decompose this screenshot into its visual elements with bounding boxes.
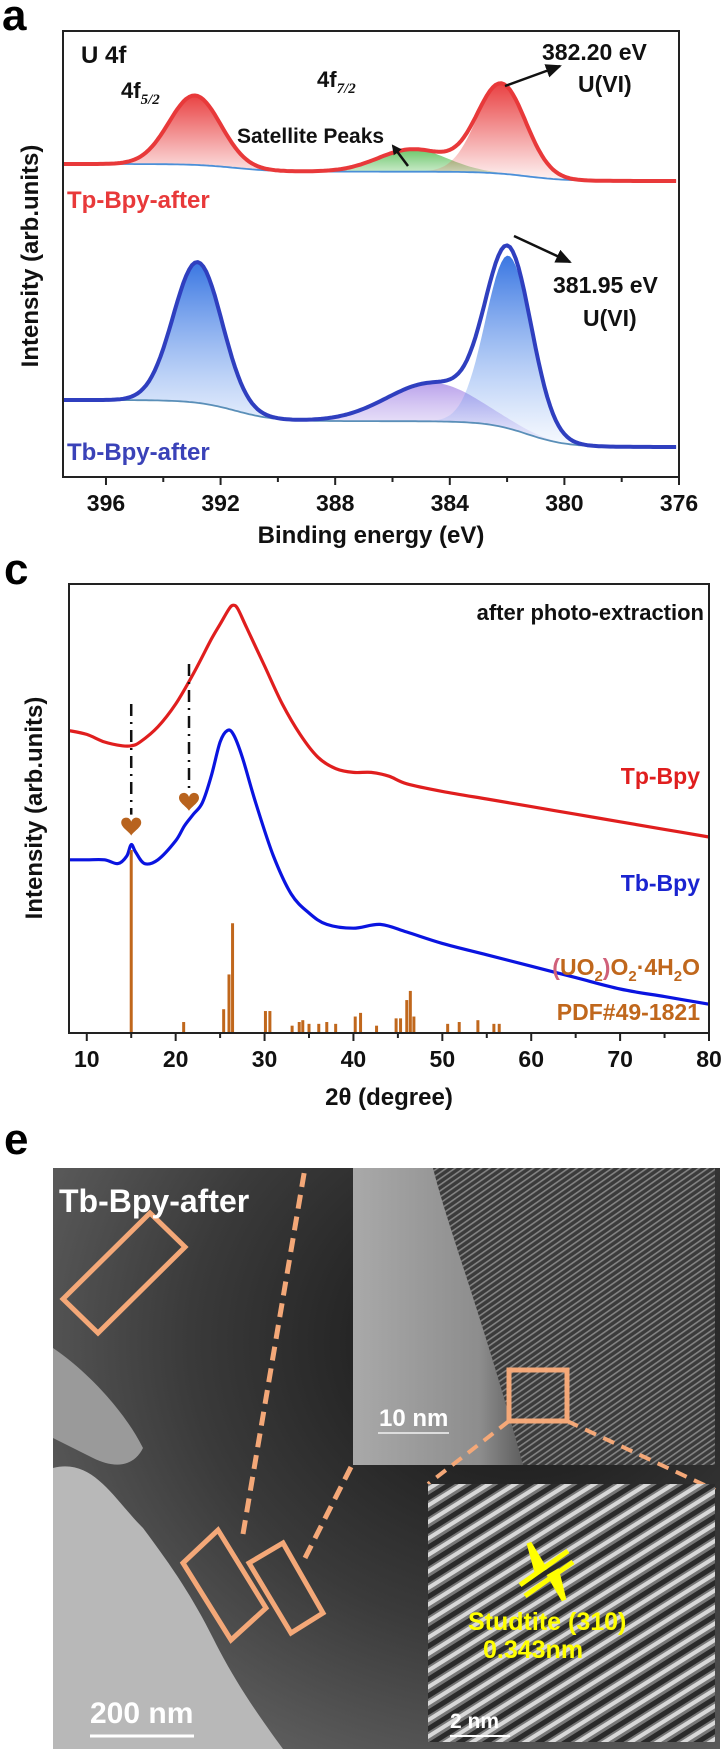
x-tick-label: 20 (163, 1046, 189, 1072)
inset-guide-lines (426, 1419, 716, 1492)
x-axis-title: 2θ (degree) (325, 1084, 453, 1111)
hrtem-selected-region (506, 1367, 570, 1424)
series-label-tb-bpy-after: Tb-Bpy-after (67, 439, 210, 466)
plot-frame (68, 583, 710, 1034)
heart-marker-icon (121, 817, 142, 836)
core-level-label: U 4f (81, 42, 127, 69)
heart-marker-icon (179, 792, 199, 811)
highlight-box-1 (59, 1209, 189, 1337)
x-axis-ticks: 396 392 388 384 380 376 (87, 477, 698, 516)
sample-label: Tb-Bpy-after (59, 1183, 249, 1219)
satellite-peaks-label: Satellite Peaks (237, 125, 384, 148)
condition-label: after photo-extraction (477, 600, 704, 625)
x-tick-label: 70 (607, 1046, 633, 1072)
peak-label-4f52: 4f5/2 (121, 78, 160, 108)
scale-label-hrtem: 10 nm (379, 1405, 448, 1432)
tp-peak-fill-satellite (63, 149, 677, 181)
carbon-support-film (53, 1466, 283, 1749)
x-tick-label: 392 (201, 490, 239, 516)
series-label-tp-bpy: Tp-Bpy (621, 763, 700, 789)
zoom-guide-line-1 (240, 1168, 308, 1535)
reference-pdf-card: PDF#49-1821 (557, 999, 700, 1025)
peak-label-4f72: 4f7/2 (317, 67, 356, 97)
tb-envelope-line (63, 243, 677, 449)
x-tick-label: 50 (430, 1046, 456, 1072)
x-tick-label: 384 (431, 490, 470, 516)
plot-area (68, 603, 710, 1033)
highlight-box-3 (245, 1539, 327, 1637)
panel-label-a: a (2, 0, 27, 40)
xps-u4f-chart: 396 392 388 384 380 376 U 4f 4f5/2 4f7/2 Sate… (17, 30, 698, 549)
tb-peak-fill-4f72 (63, 255, 677, 447)
xrd-pattern-chart: 10 20 30 40 50 60 70 80 after photo-extraction … (21, 583, 722, 1111)
x-axis-ticks: 10 20 30 40 50 60 70 80 (74, 1033, 722, 1072)
series-label-tb-bpy: Tb-Bpy (621, 870, 700, 896)
x-axis-title: Binding energy (eV) (258, 522, 485, 549)
d-spacing-marker (518, 1541, 575, 1602)
d-spacing-label: 0.343nm (483, 1636, 583, 1664)
x-tick-label: 10 (74, 1046, 100, 1072)
x-tick-label: 380 (545, 490, 583, 516)
highlight-box-2 (179, 1526, 270, 1644)
scale-label-fft: 2 nm (450, 1710, 499, 1733)
xrd-line-tp-bpy (68, 603, 710, 839)
scale-label-main: 200 nm (90, 1697, 193, 1730)
satellite-arrow (391, 144, 409, 167)
sample-edge (53, 1348, 143, 1465)
tp-binding-energy: 382.20 eV (542, 39, 648, 65)
tb-peak-arrow (513, 234, 572, 264)
hrtem-inset: 10 nm (353, 1168, 715, 1465)
zoom-guide-line-2 (302, 1461, 356, 1560)
x-tick-label: 30 (252, 1046, 278, 1072)
tb-background-line (63, 399, 677, 448)
plot-frame (62, 30, 680, 478)
fft-fringe-inset: Studtite (310) 0.343nm 2 nm (428, 1484, 715, 1742)
panel-label-c: c (4, 545, 29, 594)
x-tick-label: 376 (660, 490, 698, 516)
panel-label-e: e (4, 1115, 29, 1164)
highlight-boxes (59, 1168, 356, 1644)
tp-peak-fill-4f52 (63, 95, 677, 181)
tp-peak-fill-4f72 (63, 84, 677, 181)
tb-oxidation-state: U(VI) (583, 305, 637, 331)
reference-formula: (UO2)O2·4H2O (552, 954, 700, 985)
plot-area (63, 81, 677, 449)
x-tick-label: 388 (316, 490, 355, 516)
x-tick-label: 60 (518, 1046, 544, 1072)
tp-oxidation-state: U(VI) (578, 71, 632, 97)
tem-micrograph: Tb-Bpy-after 200 nm 10 nm Studtite ( (53, 1168, 720, 1749)
series-label-tp-bpy-after: Tp-Bpy-after (67, 187, 210, 214)
tb-binding-energy: 381.95 eV (553, 272, 659, 298)
tp-envelope-line (63, 81, 677, 183)
xrd-line-tb-bpy (69, 728, 710, 1006)
x-tick-label: 396 (87, 490, 125, 516)
x-tick-label: 40 (341, 1046, 367, 1072)
x-tick-label: 80 (696, 1046, 722, 1072)
y-axis-title: Intensity (arb.units) (17, 145, 44, 368)
y-axis-title: Intensity (arb.units) (21, 697, 48, 920)
phase-label: Studtite (310) (468, 1608, 626, 1636)
tp-peak-arrow (504, 64, 562, 88)
